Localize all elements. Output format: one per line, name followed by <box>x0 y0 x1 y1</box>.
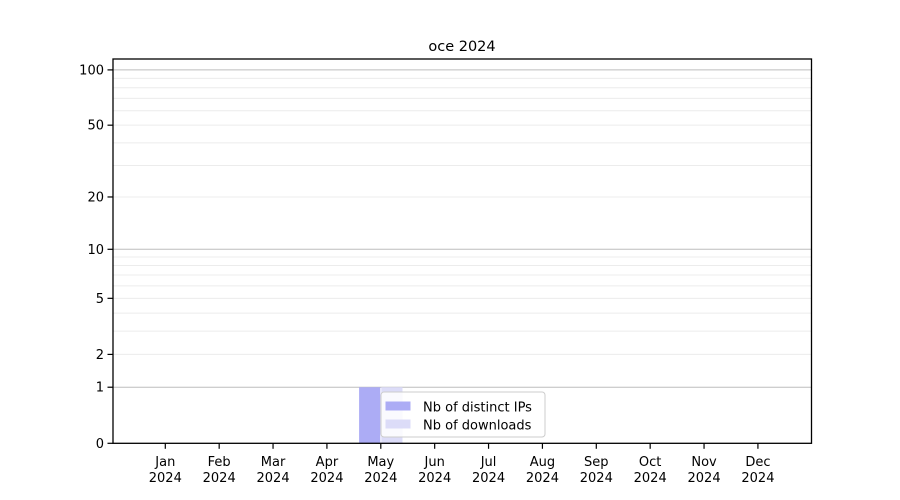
x-tick-label-year: 2024 <box>526 471 559 486</box>
x-tick-label-month: Mar <box>261 455 286 470</box>
y-tick-label: 10 <box>87 243 104 258</box>
y-tick-label: 1 <box>96 381 104 396</box>
x-tick-label-month: Sep <box>584 455 609 470</box>
legend-label-distinct-ips: Nb of distinct IPs <box>423 401 532 416</box>
y-tick-label: 50 <box>87 119 104 134</box>
x-tick-label-month: Jul <box>480 455 497 470</box>
x-tick-label-year: 2024 <box>688 471 721 486</box>
legend-swatch-distinct-ips <box>385 401 411 411</box>
y-tick-label: 100 <box>79 63 104 78</box>
x-tick-label-month: Apr <box>316 455 339 470</box>
y-tick-label: 2 <box>96 348 104 363</box>
x-tick-label-month: Feb <box>208 455 231 470</box>
x-tick-label-year: 2024 <box>364 471 397 486</box>
x-tick-label-year: 2024 <box>310 471 343 486</box>
bar-distinct-ips <box>359 387 381 444</box>
chart-title: oce 2024 <box>428 39 495 55</box>
gridlines <box>113 69 812 388</box>
x-tick-label-month: Nov <box>691 455 717 470</box>
y-tick-label: 0 <box>96 437 104 452</box>
x-axis-ticks: Jan2024Feb2024Mar2024Apr2024May2024Jun20… <box>149 443 774 486</box>
x-tick-label-year: 2024 <box>257 471 290 486</box>
x-tick-label-year: 2024 <box>418 471 451 486</box>
x-tick-label-month: Dec <box>745 455 770 470</box>
y-tick-label: 5 <box>96 292 104 307</box>
x-tick-label-year: 2024 <box>580 471 613 486</box>
x-tick-label-month: May <box>367 455 394 470</box>
x-tick-label-month: Oct <box>639 455 661 470</box>
x-tick-label-month: Jan <box>154 455 175 470</box>
x-tick-label-year: 2024 <box>203 471 236 486</box>
x-tick-label-month: Jun <box>424 455 445 470</box>
x-tick-label-year: 2024 <box>472 471 505 486</box>
x-tick-label-year: 2024 <box>149 471 182 486</box>
x-tick-label-month: Aug <box>530 455 555 470</box>
y-axis-ticks: 0 1 2 5 10 20 50 100 <box>79 63 113 452</box>
legend-label-downloads: Nb of downloads <box>423 419 532 434</box>
y-tick-label: 20 <box>87 190 104 205</box>
legend-box <box>380 391 546 438</box>
x-tick-label-year: 2024 <box>634 471 667 486</box>
plot-border <box>112 58 813 444</box>
legend-swatch-downloads <box>385 419 411 429</box>
x-tick-label-year: 2024 <box>741 471 774 486</box>
legend: Nb of distinct IPs Nb of downloads <box>380 391 546 438</box>
